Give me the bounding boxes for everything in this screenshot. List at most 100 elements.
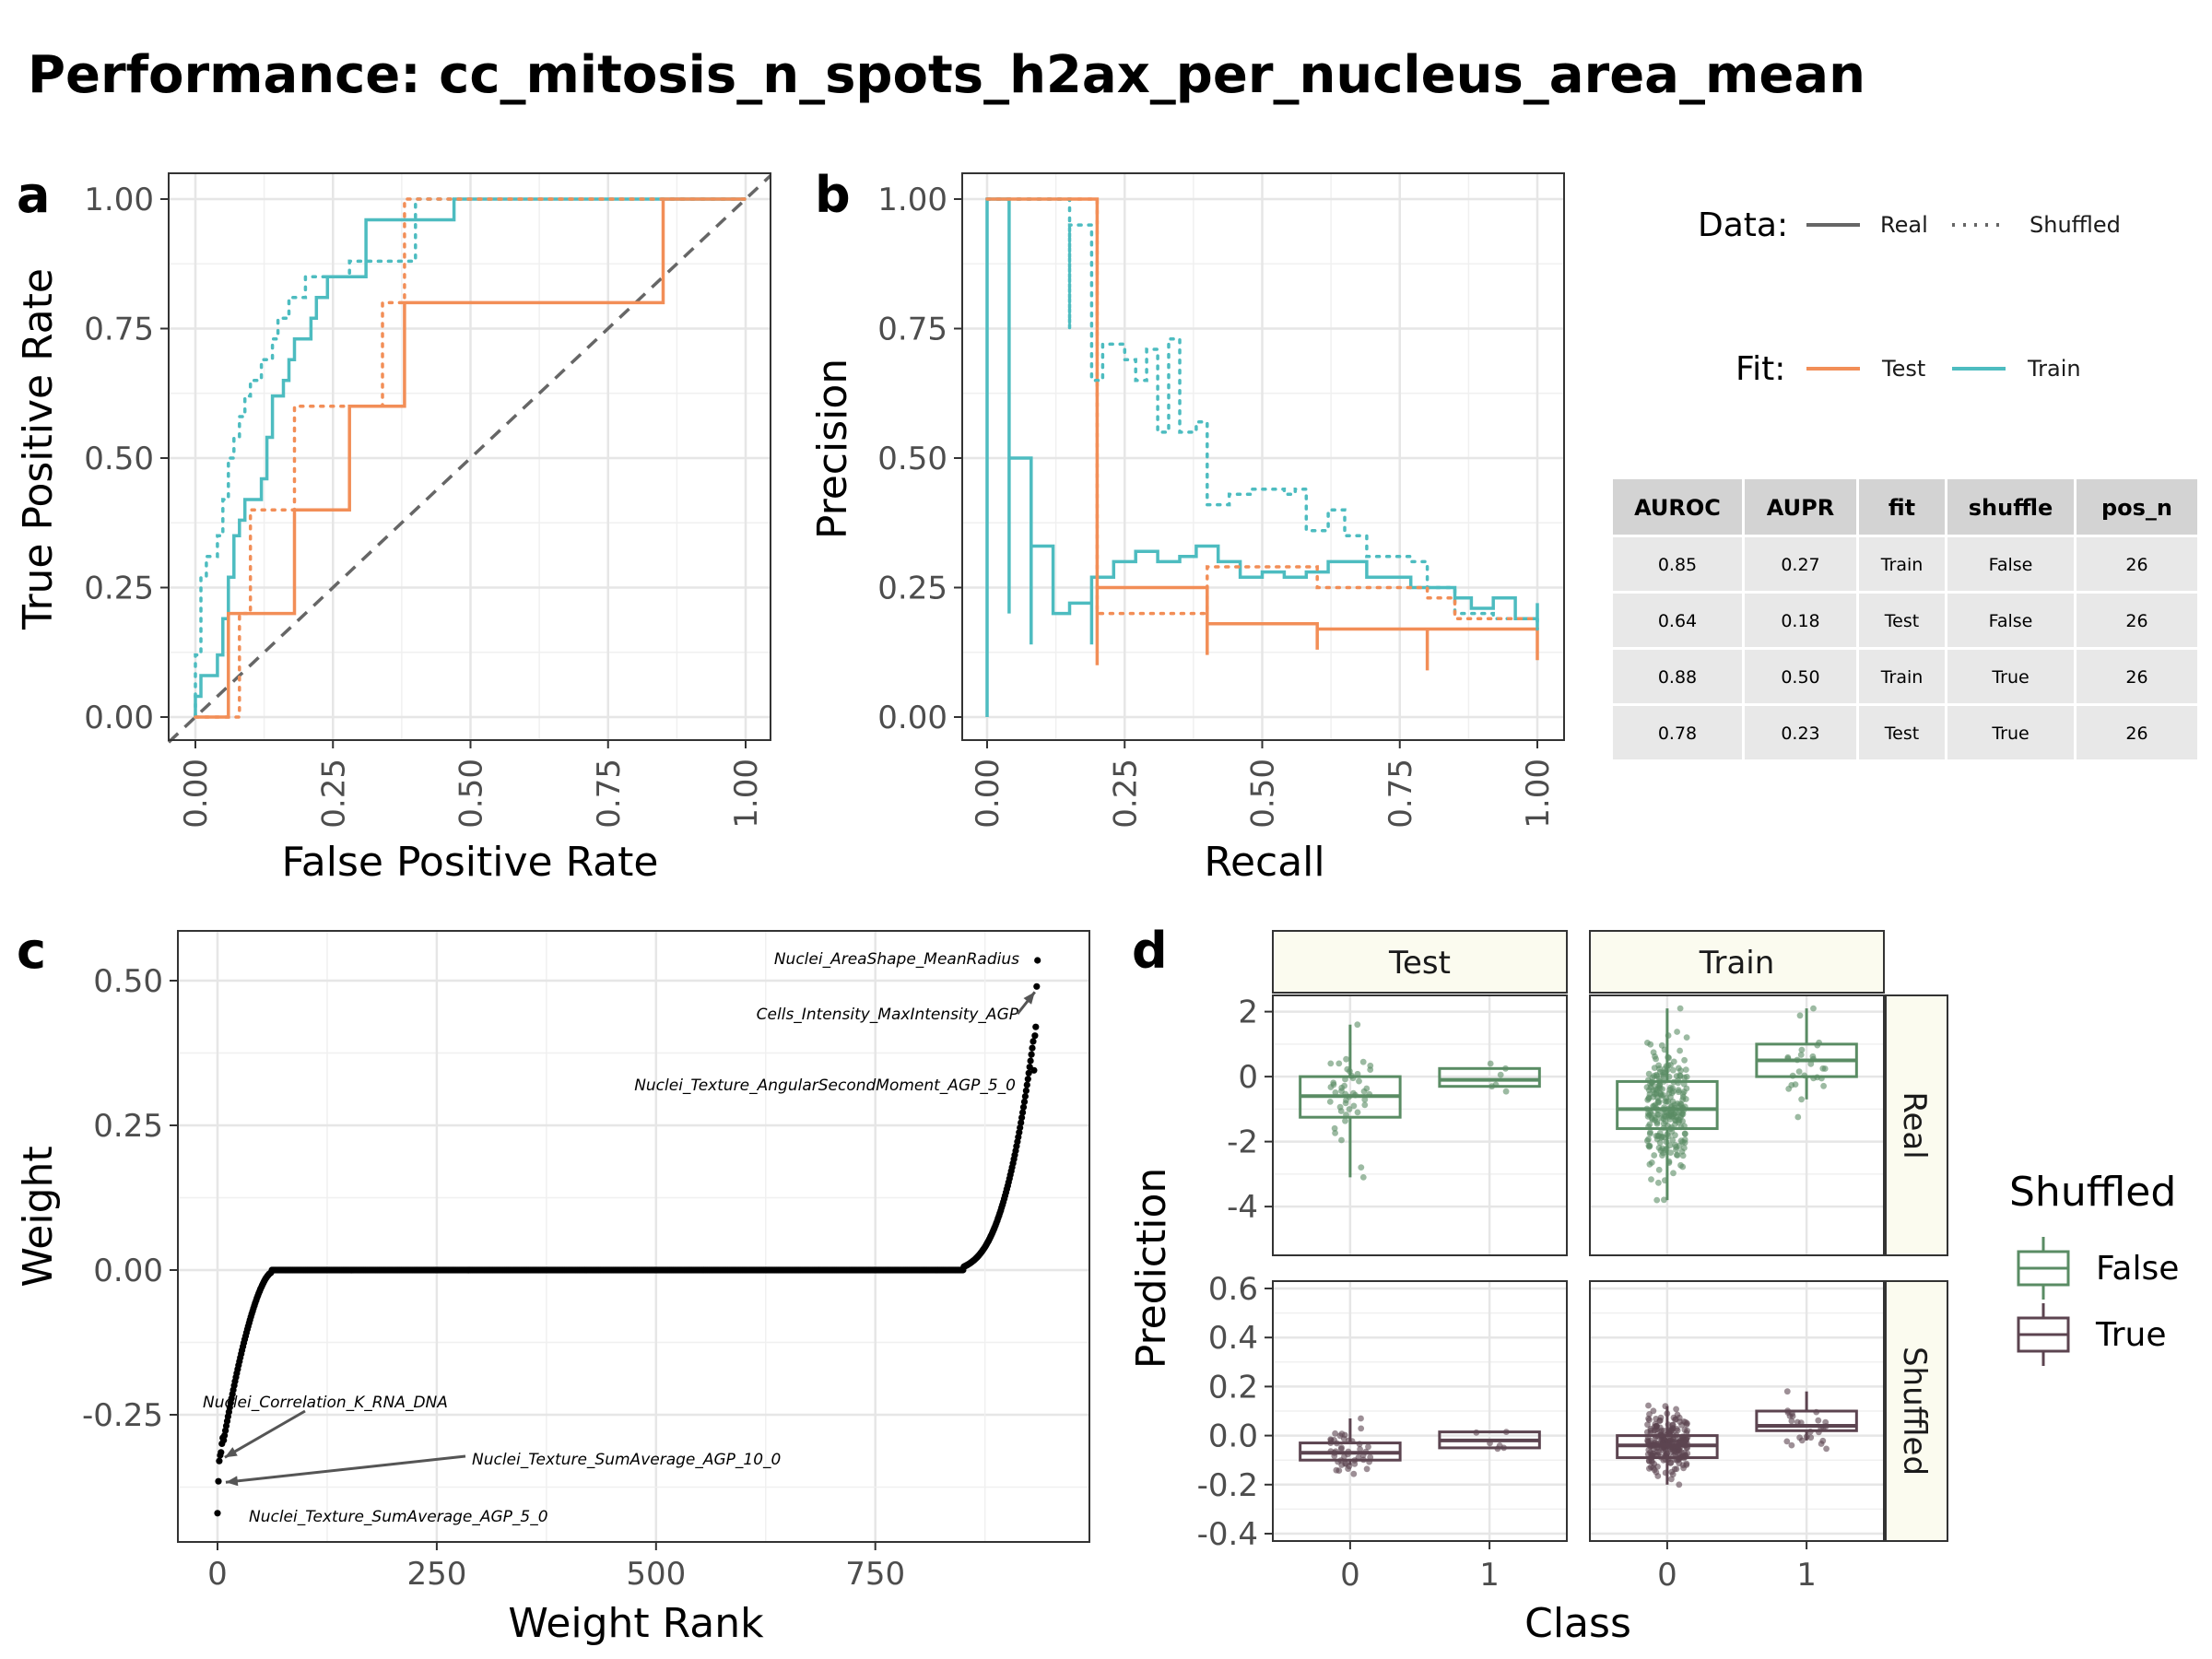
prediction-point (1342, 1117, 1348, 1124)
prediction-point (1655, 1166, 1663, 1173)
table-cell-bg (1745, 537, 1856, 591)
prediction-point (1651, 1152, 1658, 1159)
pr-y-tick-label: 0.00 (877, 700, 947, 736)
facet-frame (1272, 994, 1568, 1256)
weights-y-tick-label: 0.50 (93, 963, 163, 1000)
prediction-point (1788, 1082, 1795, 1088)
prediction-point (1653, 1196, 1661, 1204)
box-body (1438, 1066, 1541, 1088)
table-header-cell (1613, 479, 1742, 535)
prediction-point (1336, 1103, 1344, 1111)
roc-y-title: True Positive Rate (15, 268, 62, 630)
facet-strip-shuffled (1885, 1280, 1948, 1542)
facet-frame (1589, 994, 1885, 1256)
table-cell: 26 (2125, 555, 2147, 575)
prediction-point (1683, 1074, 1690, 1080)
weight-point (1028, 1051, 1035, 1058)
prediction-x-tick-label: 1 (1479, 1557, 1500, 1594)
prediction-point (1668, 1476, 1675, 1483)
feature-annotation: Nuclei_Texture_SumAverage_AGP_10_0 (472, 1451, 781, 1469)
prediction-point (1666, 1446, 1674, 1453)
prediction-point (1341, 1082, 1347, 1089)
annotation-arrowhead (1023, 992, 1035, 1005)
prediction-point (1346, 1106, 1353, 1112)
prediction-point (1338, 1136, 1345, 1144)
prediction-point (1681, 1427, 1688, 1433)
prediction-y-tick-label: -0.2 (1197, 1467, 1258, 1504)
prediction-point (1670, 1170, 1677, 1177)
table-cell: Test (1884, 724, 1919, 744)
prediction-point (1807, 1060, 1815, 1067)
weights-y-tick-label: 0.25 (93, 1108, 163, 1145)
prediction-y-tick-label: 2 (1238, 994, 1258, 1031)
prediction-point (1358, 1164, 1365, 1171)
weight-point (1022, 1087, 1030, 1094)
prediction-point (1669, 1136, 1677, 1144)
table-cell: 0.64 (1658, 611, 1697, 631)
prediction-point (1783, 1438, 1791, 1445)
panel-tag-a: a (17, 166, 50, 224)
shuffled-false-label: False (2096, 1250, 2179, 1288)
table-cell: 0.27 (1781, 555, 1819, 575)
prediction-point (1487, 1060, 1494, 1067)
data-legend: Data: Real Shuffled (1698, 206, 2121, 244)
prediction-point (1819, 1065, 1827, 1072)
prediction-point (1651, 1423, 1658, 1430)
facet-strip-label: Test (1388, 945, 1451, 982)
weights-frame (177, 930, 1090, 1543)
panel-tag-c: c (17, 922, 46, 980)
prediction-point (1645, 1110, 1652, 1117)
prediction-point (1672, 1142, 1678, 1148)
prediction-point (1822, 1418, 1830, 1426)
shuffled-legend: Shuffled False True (2009, 1169, 2179, 1366)
weight-point (1030, 1066, 1038, 1074)
feature-annotation: Nuclei_Correlation_K_RNA_DNA (203, 1394, 448, 1412)
table-cell: Train (1880, 667, 1924, 688)
prediction-point (1644, 1421, 1651, 1429)
prediction-point (1643, 1084, 1651, 1090)
prediction-point (1680, 1418, 1688, 1425)
prediction-point (1338, 1444, 1345, 1452)
prediction-point (1341, 1431, 1348, 1439)
prediction-point (1652, 1053, 1658, 1060)
prediction-point (1669, 1098, 1677, 1105)
prediction-y-tick-label: -4 (1227, 1189, 1258, 1226)
annotation-arrow (224, 1409, 306, 1459)
prediction-point (1356, 1077, 1362, 1085)
test-legend-label: Test (1881, 356, 1925, 382)
facet-frame (1272, 1280, 1568, 1542)
prediction-point (1645, 1402, 1652, 1409)
pr-y-tick-label: 1.00 (877, 182, 947, 218)
prediction-point (1788, 1441, 1795, 1449)
feature-annotation: Nuclei_AreaShape_MeanRadius (774, 950, 1019, 969)
weight-point (1023, 1081, 1030, 1088)
prediction-point (1648, 1159, 1655, 1166)
prediction-point (1655, 1099, 1663, 1106)
table-cell-bg (1745, 706, 1856, 759)
prediction-point (1783, 1388, 1791, 1395)
panel-tag-d: d (1132, 922, 1168, 980)
feature-annotation: Nuclei_Texture_SumAverage_AGP_5_0 (249, 1508, 548, 1526)
roc-curve-train-shuffled (194, 197, 747, 719)
prediction-point (1354, 1109, 1361, 1116)
feature-annotation: Nuclei_Texture_AngularSecondMoment_AGP_5… (634, 1077, 1016, 1095)
prediction-point (1672, 1416, 1678, 1423)
prediction-point (1645, 1070, 1653, 1077)
prediction-point (1358, 1425, 1365, 1432)
data-legend-title: Data: (1698, 206, 1788, 244)
prediction-point (1677, 1161, 1684, 1169)
prediction-point (1666, 1087, 1674, 1093)
prediction-point (1363, 1085, 1371, 1092)
prediction-point (1359, 1174, 1367, 1181)
prediction-point (1672, 1117, 1679, 1124)
weights-y-tick-label: 0.00 (93, 1253, 163, 1289)
prediction-point (1669, 1471, 1677, 1478)
prediction-point (1681, 1056, 1688, 1064)
pr-frame (961, 172, 1565, 741)
prediction-point (1338, 1088, 1345, 1095)
prediction-point (1661, 1112, 1668, 1120)
roc-y-tick-label: 0.00 (84, 700, 154, 736)
weight-point (216, 1457, 223, 1465)
weight-point (1019, 1109, 1027, 1116)
